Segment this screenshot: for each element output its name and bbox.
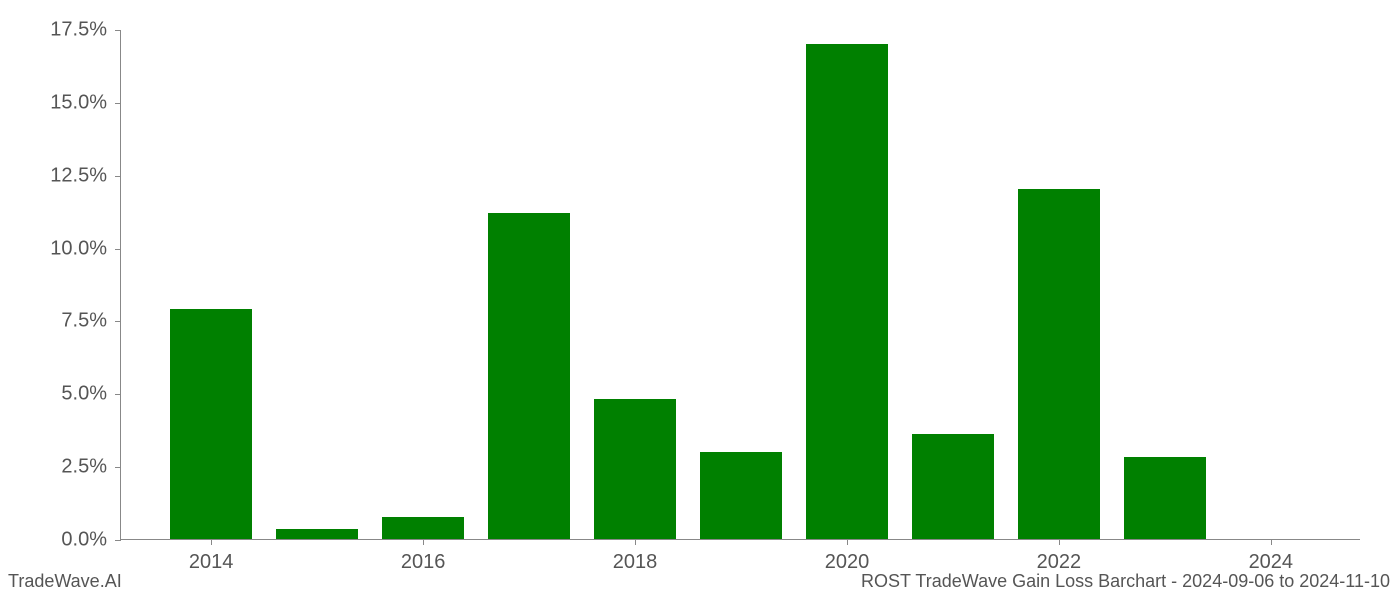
x-tick-mark: [423, 539, 424, 545]
y-tick-mark: [115, 103, 121, 104]
bar: [488, 213, 571, 539]
bar: [806, 44, 889, 539]
x-tick-mark: [635, 539, 636, 545]
y-tick-label: 5.0%: [61, 383, 107, 406]
y-tick-label: 12.5%: [50, 164, 107, 187]
x-tick-label: 2014: [189, 551, 234, 574]
x-tick-mark: [211, 539, 212, 545]
y-tick-mark: [115, 540, 121, 541]
bar: [1124, 457, 1207, 539]
y-tick-mark: [115, 249, 121, 250]
plot-area: 0.0%2.5%5.0%7.5%10.0%12.5%15.0%17.5%2014…: [120, 30, 1360, 540]
footer-right-caption: ROST TradeWave Gain Loss Barchart - 2024…: [861, 571, 1390, 592]
y-tick-mark: [115, 30, 121, 31]
y-tick-mark: [115, 394, 121, 395]
gain-loss-barchart: 0.0%2.5%5.0%7.5%10.0%12.5%15.0%17.5%2014…: [120, 30, 1360, 540]
bar: [912, 434, 995, 539]
y-tick-mark: [115, 176, 121, 177]
bar: [382, 517, 465, 539]
x-tick-mark: [847, 539, 848, 545]
bar: [170, 309, 253, 539]
y-tick-label: 0.0%: [61, 529, 107, 552]
bar: [594, 399, 677, 539]
bar: [1018, 189, 1101, 539]
y-tick-label: 10.0%: [50, 237, 107, 260]
x-tick-mark: [1059, 539, 1060, 545]
y-tick-label: 7.5%: [61, 310, 107, 333]
x-tick-label: 2016: [401, 551, 446, 574]
y-tick-mark: [115, 467, 121, 468]
footer-left-brand: TradeWave.AI: [8, 571, 122, 592]
x-tick-mark: [1271, 539, 1272, 545]
bar: [276, 529, 359, 539]
y-tick-label: 2.5%: [61, 456, 107, 479]
y-tick-label: 17.5%: [50, 19, 107, 42]
y-tick-mark: [115, 321, 121, 322]
y-tick-label: 15.0%: [50, 91, 107, 114]
bar: [700, 452, 783, 539]
x-tick-label: 2018: [613, 551, 658, 574]
